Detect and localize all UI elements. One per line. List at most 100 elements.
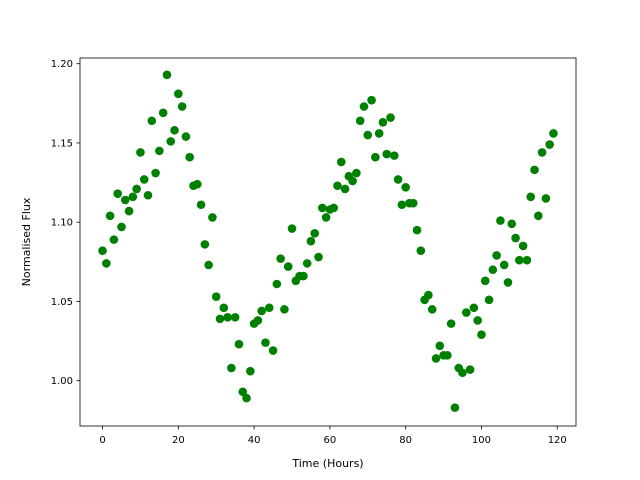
point bbox=[431, 354, 441, 363]
point bbox=[117, 222, 126, 232]
point bbox=[98, 246, 107, 256]
point bbox=[242, 393, 251, 403]
point bbox=[477, 330, 486, 340]
point bbox=[109, 235, 119, 244]
point bbox=[223, 312, 232, 322]
point bbox=[280, 305, 289, 314]
point bbox=[492, 251, 501, 260]
point bbox=[352, 168, 361, 178]
point bbox=[424, 290, 433, 300]
point bbox=[306, 236, 316, 246]
x-tick-label: 0 bbox=[99, 435, 105, 446]
point bbox=[503, 278, 513, 287]
y-tick-label: 1.05 bbox=[51, 297, 73, 308]
point bbox=[427, 305, 437, 314]
point bbox=[469, 303, 479, 313]
point bbox=[522, 255, 532, 265]
point bbox=[314, 252, 323, 262]
y-tick-label: 1.00 bbox=[51, 376, 73, 387]
point bbox=[435, 341, 445, 351]
point bbox=[143, 190, 153, 200]
point bbox=[253, 316, 263, 325]
y-tick-label: 1.20 bbox=[51, 59, 73, 70]
point bbox=[355, 116, 365, 126]
point bbox=[177, 102, 187, 111]
point bbox=[185, 152, 194, 162]
x-tick-label: 40 bbox=[248, 435, 261, 446]
point bbox=[113, 189, 123, 198]
plot-frame bbox=[79, 57, 577, 427]
point bbox=[446, 319, 456, 328]
point bbox=[200, 240, 210, 249]
point bbox=[162, 70, 172, 80]
point bbox=[310, 228, 320, 238]
point bbox=[272, 279, 282, 289]
point bbox=[533, 211, 543, 221]
point bbox=[124, 206, 134, 216]
point bbox=[412, 225, 422, 235]
point bbox=[268, 346, 278, 355]
point bbox=[450, 403, 460, 412]
point bbox=[515, 255, 524, 265]
y-tick-label: 1.10 bbox=[51, 218, 73, 229]
point bbox=[465, 365, 475, 374]
point bbox=[234, 339, 244, 349]
point bbox=[264, 303, 274, 313]
point bbox=[511, 233, 520, 243]
point bbox=[204, 260, 213, 270]
x-tick-label: 20 bbox=[172, 435, 185, 446]
point bbox=[462, 308, 471, 317]
point bbox=[340, 184, 350, 194]
point bbox=[196, 200, 206, 210]
point bbox=[299, 271, 308, 281]
point bbox=[321, 213, 331, 222]
point bbox=[473, 316, 482, 325]
point bbox=[333, 181, 342, 191]
point bbox=[416, 246, 426, 256]
point bbox=[181, 132, 191, 141]
x-tick-label: 60 bbox=[324, 435, 337, 446]
x-tick-label: 80 bbox=[399, 435, 412, 446]
point bbox=[208, 213, 217, 222]
point bbox=[484, 295, 494, 305]
point bbox=[158, 108, 168, 118]
point bbox=[219, 303, 229, 313]
point bbox=[359, 102, 369, 111]
point bbox=[507, 219, 517, 229]
point bbox=[105, 211, 115, 221]
point bbox=[393, 175, 403, 184]
y-axis-label: Normalised Flux bbox=[20, 197, 33, 286]
point bbox=[170, 125, 179, 135]
point bbox=[147, 116, 157, 126]
point bbox=[246, 366, 255, 376]
x-tick-label: 120 bbox=[548, 435, 567, 446]
point bbox=[537, 148, 547, 157]
point bbox=[261, 338, 270, 347]
point bbox=[496, 216, 505, 225]
point bbox=[174, 89, 183, 99]
point bbox=[480, 276, 490, 286]
x-tick-label: 100 bbox=[472, 435, 491, 446]
point bbox=[136, 148, 145, 157]
point bbox=[363, 130, 373, 140]
point bbox=[120, 195, 130, 205]
point bbox=[374, 129, 384, 138]
point bbox=[541, 194, 551, 203]
y-tick-label: 1.15 bbox=[51, 138, 73, 149]
point bbox=[283, 262, 293, 271]
point bbox=[155, 146, 164, 156]
point bbox=[458, 368, 467, 378]
point bbox=[382, 149, 392, 159]
point bbox=[526, 192, 536, 202]
point bbox=[367, 95, 376, 105]
point bbox=[397, 200, 407, 210]
point bbox=[102, 259, 111, 268]
point bbox=[139, 175, 149, 184]
point bbox=[390, 151, 399, 160]
point bbox=[257, 306, 266, 316]
point bbox=[192, 179, 202, 189]
point bbox=[287, 224, 297, 233]
point bbox=[530, 165, 539, 175]
